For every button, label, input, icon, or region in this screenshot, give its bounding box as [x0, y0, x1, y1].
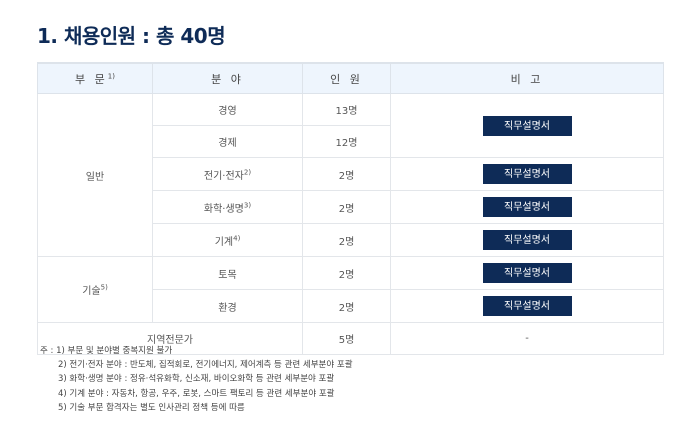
remarks-cell: 직무설명서: [390, 256, 664, 290]
table-row: 경제 12명: [38, 125, 664, 158]
field-cell: 토목: [152, 256, 303, 290]
field-cell: 기계4): [152, 223, 303, 257]
count-cell: 12명: [302, 125, 391, 158]
division-cell: 기술5): [37, 256, 153, 323]
count-cell: 2명: [302, 223, 391, 257]
count-cell: 5명: [302, 322, 391, 355]
field-cell: 전기·전자2): [152, 157, 303, 191]
footnote: 5) 기술 부문 합격자는 별도 인사관리 정책 등에 따름: [58, 402, 245, 413]
table-row: 일반 경영 13명 직무설명서: [37, 93, 664, 257]
field-cell: 경영: [152, 93, 303, 126]
page-title: 1. 채용인원 : 총 40명: [37, 24, 226, 48]
remarks-cell: 직무설명서: [390, 223, 664, 257]
footnote: 3) 화학·생명 분야 : 정유·석유화학, 신소재, 바이오화학 등 관련 세…: [58, 374, 335, 385]
count-cell: 2명: [302, 256, 391, 290]
division-cell: 일반: [37, 93, 153, 257]
footnote: 2) 전기·전자 분야 : 반도체, 집적회로, 전기에너지, 제어계측 등 관…: [58, 360, 353, 371]
job-description-button[interactable]: 직무설명서: [482, 115, 572, 136]
count-cell: 2명: [302, 289, 391, 323]
job-description-button[interactable]: 직무설명서: [482, 164, 572, 184]
job-description-button[interactable]: 직무설명서: [482, 197, 572, 217]
header-division: 부 문1): [37, 62, 153, 94]
count-cell: 2명: [302, 190, 391, 224]
count-cell: 2명: [302, 157, 391, 191]
remarks-cell: 직무설명서: [390, 190, 664, 224]
table-row: 기술5) 토목 2명 직무설명서: [37, 256, 664, 323]
field-cell: 지역전문가: [37, 322, 303, 355]
table-row: 전기·전자2) 2명 직무설명서: [38, 157, 664, 191]
recruitment-table: 부 문1) 분 야 인 원 비 고 일반 경영 13명 직무설명서 경제 12명…: [37, 62, 664, 355]
table-row: 지역전문가 5명 -: [37, 322, 664, 355]
footnote: 주 : 1) 부문 및 분야별 중복지원 불가: [40, 346, 173, 356]
table-row: 화학·생명3) 2명 직무설명서: [38, 190, 664, 224]
job-description-button[interactable]: 직무설명서: [482, 296, 572, 316]
job-description-button[interactable]: 직무설명서: [482, 263, 572, 283]
table-row: 기계4) 2명 직무설명서: [38, 223, 664, 257]
footnotes: 주 : 1) 부문 및 분야별 중복지원 불가 2) 전기·전자 분야 : 반도…: [40, 344, 353, 415]
header-field: 분 야: [152, 62, 303, 94]
remarks-cell: 직무설명서: [390, 289, 664, 323]
header-remarks: 비 고: [390, 62, 664, 94]
header-count: 인 원: [302, 62, 391, 94]
job-description-button[interactable]: 직무설명서: [482, 230, 572, 250]
remarks-cell: -: [390, 322, 664, 355]
field-cell: 경제: [152, 125, 303, 158]
table-header: 부 문1) 분 야 인 원 비 고: [37, 62, 664, 94]
footnote: 4) 기계 분야 : 자동차, 항공, 우주, 로봇, 스마트 팩토리 등 관련…: [58, 388, 335, 399]
table-row: 환경 2명 직무설명서: [38, 289, 664, 323]
remarks-cell: 직무설명서: [390, 157, 664, 191]
count-cell: 13명: [302, 93, 391, 126]
field-cell: 환경: [152, 289, 303, 323]
remarks-cell: 직무설명서: [390, 93, 664, 158]
field-cell: 화학·생명3): [152, 190, 303, 224]
